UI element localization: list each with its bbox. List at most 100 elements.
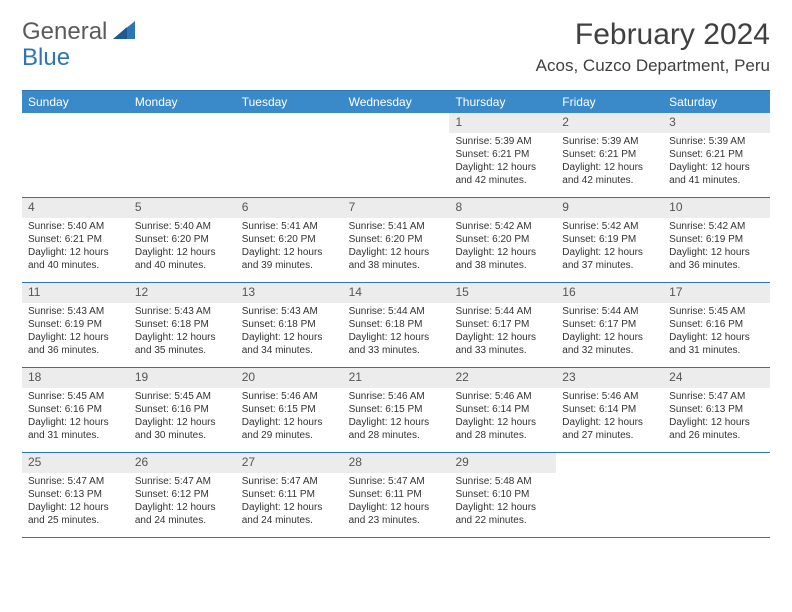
daylight-text-1: Daylight: 12 hours: [28, 246, 123, 259]
day-number: 29: [449, 453, 556, 473]
day-cell: .: [22, 113, 129, 197]
daylight-text-2: and 31 minutes.: [669, 344, 764, 357]
sunset-text: Sunset: 6:16 PM: [28, 403, 123, 416]
sunrise-text: Sunrise: 5:40 AM: [28, 220, 123, 233]
day-info: Sunrise: 5:47 AMSunset: 6:13 PMDaylight:…: [663, 390, 770, 442]
day-header: Sunday: [22, 91, 129, 113]
sunset-text: Sunset: 6:15 PM: [349, 403, 444, 416]
week-row: 11Sunrise: 5:43 AMSunset: 6:19 PMDayligh…: [22, 283, 770, 368]
day-number: 28: [343, 453, 450, 473]
daylight-text-2: and 31 minutes.: [28, 429, 123, 442]
daylight-text-1: Daylight: 12 hours: [455, 501, 550, 514]
sunrise-text: Sunrise: 5:42 AM: [562, 220, 657, 233]
sunset-text: Sunset: 6:20 PM: [135, 233, 230, 246]
sunrise-text: Sunrise: 5:44 AM: [349, 305, 444, 318]
day-info: Sunrise: 5:44 AMSunset: 6:17 PMDaylight:…: [449, 305, 556, 357]
sunrise-text: Sunrise: 5:46 AM: [455, 390, 550, 403]
day-number: 25: [22, 453, 129, 473]
sunrise-text: Sunrise: 5:47 AM: [242, 475, 337, 488]
day-cell: 19Sunrise: 5:45 AMSunset: 6:16 PMDayligh…: [129, 368, 236, 452]
sunset-text: Sunset: 6:21 PM: [455, 148, 550, 161]
day-number: 19: [129, 368, 236, 388]
day-number: 9: [556, 198, 663, 218]
sunset-text: Sunset: 6:17 PM: [455, 318, 550, 331]
sunrise-text: Sunrise: 5:44 AM: [455, 305, 550, 318]
sunrise-text: Sunrise: 5:46 AM: [562, 390, 657, 403]
day-info: Sunrise: 5:46 AMSunset: 6:15 PMDaylight:…: [343, 390, 450, 442]
day-number: 8: [449, 198, 556, 218]
sunset-text: Sunset: 6:21 PM: [669, 148, 764, 161]
week-row: ....1Sunrise: 5:39 AMSunset: 6:21 PMDayl…: [22, 113, 770, 198]
daylight-text-1: Daylight: 12 hours: [349, 501, 444, 514]
sunset-text: Sunset: 6:18 PM: [242, 318, 337, 331]
week-row: 4Sunrise: 5:40 AMSunset: 6:21 PMDaylight…: [22, 198, 770, 283]
day-info: Sunrise: 5:45 AMSunset: 6:16 PMDaylight:…: [22, 390, 129, 442]
sunrise-text: Sunrise: 5:45 AM: [669, 305, 764, 318]
daylight-text-2: and 24 minutes.: [135, 514, 230, 527]
day-number: 24: [663, 368, 770, 388]
daylight-text-2: and 38 minutes.: [349, 259, 444, 272]
day-number: 18: [22, 368, 129, 388]
day-cell: 6Sunrise: 5:41 AMSunset: 6:20 PMDaylight…: [236, 198, 343, 282]
daylight-text-1: Daylight: 12 hours: [242, 501, 337, 514]
daylight-text-2: and 40 minutes.: [135, 259, 230, 272]
day-number: 15: [449, 283, 556, 303]
day-header: Wednesday: [343, 91, 450, 113]
day-cell: 13Sunrise: 5:43 AMSunset: 6:18 PMDayligh…: [236, 283, 343, 367]
daylight-text-1: Daylight: 12 hours: [242, 331, 337, 344]
daylight-text-2: and 22 minutes.: [455, 514, 550, 527]
sunrise-text: Sunrise: 5:39 AM: [562, 135, 657, 148]
week-row: 18Sunrise: 5:45 AMSunset: 6:16 PMDayligh…: [22, 368, 770, 453]
daylight-text-2: and 33 minutes.: [455, 344, 550, 357]
sunrise-text: Sunrise: 5:46 AM: [349, 390, 444, 403]
day-info: Sunrise: 5:47 AMSunset: 6:11 PMDaylight:…: [236, 475, 343, 527]
sunset-text: Sunset: 6:20 PM: [349, 233, 444, 246]
day-info: Sunrise: 5:39 AMSunset: 6:21 PMDaylight:…: [449, 135, 556, 187]
day-number: 16: [556, 283, 663, 303]
day-cell: 29Sunrise: 5:48 AMSunset: 6:10 PMDayligh…: [449, 453, 556, 537]
daylight-text-2: and 38 minutes.: [455, 259, 550, 272]
sunset-text: Sunset: 6:11 PM: [349, 488, 444, 501]
sunset-text: Sunset: 6:18 PM: [135, 318, 230, 331]
day-cell: 2Sunrise: 5:39 AMSunset: 6:21 PMDaylight…: [556, 113, 663, 197]
day-header: Monday: [129, 91, 236, 113]
sunset-text: Sunset: 6:19 PM: [28, 318, 123, 331]
day-number: 13: [236, 283, 343, 303]
day-number: 3: [663, 113, 770, 133]
day-number: 26: [129, 453, 236, 473]
day-header: Saturday: [663, 91, 770, 113]
day-number: 21: [343, 368, 450, 388]
daylight-text-1: Daylight: 12 hours: [135, 331, 230, 344]
sunset-text: Sunset: 6:20 PM: [242, 233, 337, 246]
day-cell: 11Sunrise: 5:43 AMSunset: 6:19 PMDayligh…: [22, 283, 129, 367]
daylight-text-2: and 34 minutes.: [242, 344, 337, 357]
daylight-text-2: and 35 minutes.: [135, 344, 230, 357]
daylight-text-1: Daylight: 12 hours: [669, 161, 764, 174]
day-cell: 26Sunrise: 5:47 AMSunset: 6:12 PMDayligh…: [129, 453, 236, 537]
daylight-text-1: Daylight: 12 hours: [455, 416, 550, 429]
day-number: 7: [343, 198, 450, 218]
daylight-text-2: and 29 minutes.: [242, 429, 337, 442]
daylight-text-1: Daylight: 12 hours: [562, 161, 657, 174]
daylight-text-2: and 33 minutes.: [349, 344, 444, 357]
day-info: Sunrise: 5:39 AMSunset: 6:21 PMDaylight:…: [556, 135, 663, 187]
daylight-text-1: Daylight: 12 hours: [349, 416, 444, 429]
day-cell: .: [663, 453, 770, 537]
day-number: 6: [236, 198, 343, 218]
day-number: 22: [449, 368, 556, 388]
daylight-text-2: and 27 minutes.: [562, 429, 657, 442]
daylight-text-1: Daylight: 12 hours: [135, 501, 230, 514]
day-number: 23: [556, 368, 663, 388]
day-cell: 16Sunrise: 5:44 AMSunset: 6:17 PMDayligh…: [556, 283, 663, 367]
daylight-text-2: and 39 minutes.: [242, 259, 337, 272]
day-number: 14: [343, 283, 450, 303]
day-cell: 10Sunrise: 5:42 AMSunset: 6:19 PMDayligh…: [663, 198, 770, 282]
day-info: Sunrise: 5:45 AMSunset: 6:16 PMDaylight:…: [663, 305, 770, 357]
sunrise-text: Sunrise: 5:47 AM: [135, 475, 230, 488]
daylight-text-1: Daylight: 12 hours: [669, 416, 764, 429]
day-info: Sunrise: 5:42 AMSunset: 6:20 PMDaylight:…: [449, 220, 556, 272]
sunrise-text: Sunrise: 5:43 AM: [28, 305, 123, 318]
day-info: Sunrise: 5:44 AMSunset: 6:17 PMDaylight:…: [556, 305, 663, 357]
daylight-text-1: Daylight: 12 hours: [562, 246, 657, 259]
daylight-text-1: Daylight: 12 hours: [455, 331, 550, 344]
